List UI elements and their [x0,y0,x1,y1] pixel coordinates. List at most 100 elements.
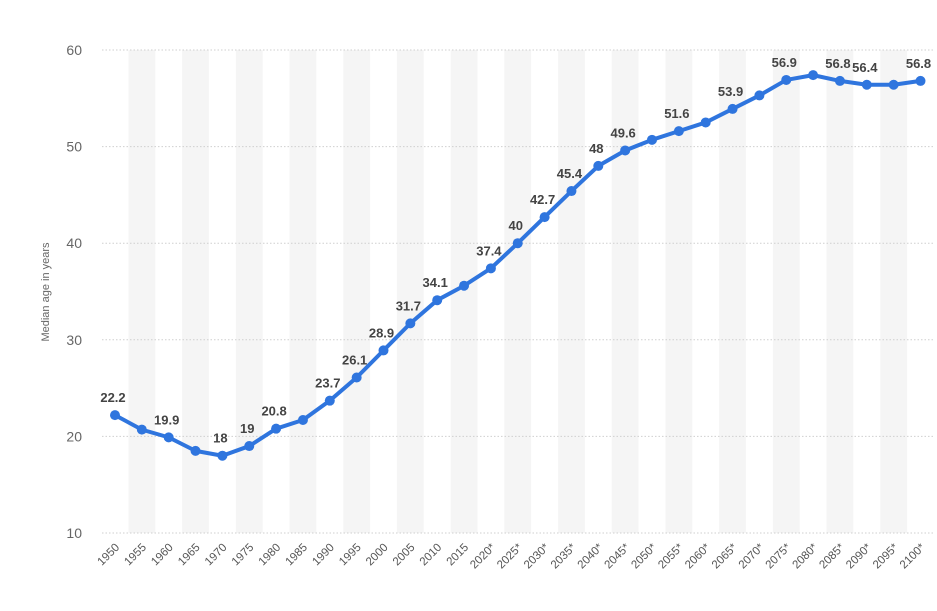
background-band [558,50,585,533]
y-tick-label: 20 [66,428,82,444]
data-point [351,372,362,383]
data-point [110,410,120,421]
background-band [128,50,156,533]
x-tick-label: 1965 [176,542,203,569]
data-label: 23.7 [315,376,340,391]
x-tick-label: 2025* [495,541,525,571]
y-tick-label: 60 [66,42,82,58]
data-point [888,79,899,90]
x-tick-label: 1980 [257,542,284,569]
data-point [378,345,389,356]
data-point [244,441,255,452]
data-point [163,432,174,443]
data-label: 26.1 [342,352,367,367]
data-label: 19.9 [154,412,179,427]
background-band [719,50,746,533]
x-tick-label: 2040* [576,541,606,571]
x-tick-label: 1960 [149,542,176,569]
x-tick-label: 2090* [844,541,874,571]
x-tick-label: 2045* [603,541,633,571]
x-tick-label: 2050* [629,541,659,571]
x-tick-label: 2070* [737,541,767,571]
x-tick-label: 2060* [683,541,713,571]
data-label: 20.8 [261,404,286,419]
data-point [593,160,604,171]
data-point [808,70,819,81]
data-point [754,90,765,101]
data-label: 56.4 [852,60,878,75]
background-band [182,50,209,533]
x-tick-label: 2100* [898,541,928,571]
data-label: 42.7 [530,192,555,207]
data-point [620,145,631,156]
data-point [834,75,845,86]
x-tick-label: 2015 [445,542,472,569]
background-band [772,50,800,533]
x-tick-label: 2020* [468,541,498,571]
data-point [297,414,308,425]
data-label: 56.8 [906,56,931,71]
y-tick-label: 10 [66,525,82,541]
data-label: 49.6 [610,125,635,140]
data-point [512,238,523,249]
data-point [566,186,577,197]
background-band [826,50,854,533]
x-tick-label: 2000 [364,542,391,569]
x-tick-label: 2035* [549,541,579,571]
data-point [727,103,738,114]
x-tick-label: 2075* [764,541,794,571]
data-label: 31.7 [396,298,421,313]
background-band [289,50,317,533]
background-band [665,50,693,533]
data-point [136,424,147,435]
data-point [647,134,657,145]
data-label: 51.6 [664,106,689,121]
x-tick-label: 2065* [710,541,740,571]
background-band [235,50,263,533]
data-label: 34.1 [423,275,448,290]
data-point [700,117,711,128]
x-tick-label: 1995 [337,542,364,569]
data-label: 40 [509,218,523,233]
y-tick-label: 30 [66,332,82,348]
background-band [396,50,424,533]
data-label: 18 [213,431,227,446]
data-label: 45.4 [557,166,583,181]
data-point [781,74,792,85]
x-tick-label: 2085* [817,541,847,571]
x-tick-label: 1970 [203,542,230,569]
data-label: 37.4 [476,243,502,258]
x-tick-label: 2080* [790,541,820,571]
data-point [673,126,684,137]
x-tick-label: 1985 [283,542,310,569]
data-point [405,318,416,329]
data-label: 19 [240,421,254,436]
data-label: 22.2 [100,390,125,405]
x-tick-label: 1950 [96,542,123,569]
data-point [861,79,872,90]
x-tick-label: 2095* [871,541,901,571]
data-label: 56.9 [772,55,797,70]
data-label: 56.8 [825,56,850,71]
x-tick-label: 2030* [522,541,552,571]
data-label: 48 [589,141,603,156]
x-tick-label: 1990 [310,542,337,569]
data-point [539,212,550,223]
data-point [271,423,282,434]
data-point [459,280,470,291]
y-tick-label: 50 [66,139,82,155]
data-point [485,263,496,274]
data-label: 28.9 [369,325,394,340]
x-tick-label: 2010 [418,542,445,569]
data-label: 53.9 [718,84,743,99]
x-tick-label: 2005 [391,542,418,569]
data-point [915,75,926,86]
y-tick-label: 40 [66,235,82,251]
data-point [217,450,228,461]
background-band [343,50,371,533]
y-axis-label: Median age in years [40,242,52,342]
background-band [880,50,908,533]
data-point [432,295,443,306]
data-point [324,395,335,406]
